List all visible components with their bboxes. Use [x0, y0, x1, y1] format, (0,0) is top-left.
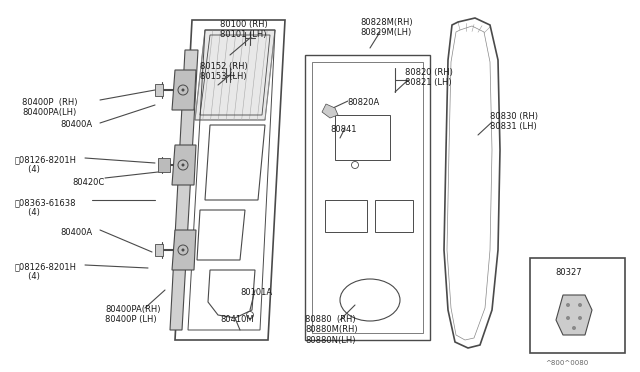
Bar	[375, 200, 413, 232]
Bar	[530, 258, 625, 353]
Circle shape	[566, 316, 570, 320]
Text: 80100 (RH)
80101 (LH): 80100 (RH) 80101 (LH)	[220, 20, 268, 39]
Text: 80400PA(RH)
80400P (LH): 80400PA(RH) 80400P (LH)	[105, 305, 161, 324]
Polygon shape	[172, 145, 196, 185]
Text: 80327: 80327	[555, 268, 582, 277]
Polygon shape	[195, 30, 275, 120]
Polygon shape	[155, 244, 163, 256]
Text: 80101A: 80101A	[240, 288, 272, 297]
Text: 80830 (RH)
80831 (LH): 80830 (RH) 80831 (LH)	[490, 112, 538, 131]
Bar	[335, 115, 390, 160]
Text: 80400P  (RH)
80400PA(LH): 80400P (RH) 80400PA(LH)	[22, 98, 77, 118]
Bar	[325, 200, 367, 232]
Circle shape	[182, 164, 184, 167]
Text: ^800^0080: ^800^0080	[545, 360, 588, 366]
Text: 80410M: 80410M	[220, 315, 253, 324]
Text: 80841: 80841	[330, 125, 356, 134]
Text: Ⓑ08126-8201H
     (4): Ⓑ08126-8201H (4)	[15, 155, 77, 174]
Polygon shape	[155, 84, 163, 96]
Polygon shape	[172, 70, 196, 110]
Text: 80880  (RH)
80880M(RH)
80880N(LH): 80880 (RH) 80880M(RH) 80880N(LH)	[305, 315, 358, 345]
Text: 80820 (RH)
80821 (LH): 80820 (RH) 80821 (LH)	[405, 68, 453, 87]
Circle shape	[182, 89, 184, 92]
Polygon shape	[170, 50, 198, 330]
Text: 80420C: 80420C	[72, 178, 104, 187]
Polygon shape	[172, 230, 196, 270]
Text: 80152 (RH)
80153 (LH): 80152 (RH) 80153 (LH)	[200, 62, 248, 81]
Polygon shape	[556, 295, 592, 335]
Text: 80820A: 80820A	[347, 98, 380, 107]
Polygon shape	[322, 104, 338, 118]
Circle shape	[578, 316, 582, 320]
Text: 80828M(RH)
80829M(LH): 80828M(RH) 80829M(LH)	[360, 18, 413, 38]
Circle shape	[578, 303, 582, 307]
Text: 80400A: 80400A	[60, 228, 92, 237]
Circle shape	[566, 303, 570, 307]
Text: Ⓢ08126-8201H
     (4): Ⓢ08126-8201H (4)	[15, 262, 77, 281]
Text: 80400A: 80400A	[60, 120, 92, 129]
Circle shape	[572, 326, 576, 330]
Circle shape	[182, 248, 184, 251]
Text: Ⓢ08363-61638
     (4): Ⓢ08363-61638 (4)	[15, 198, 77, 217]
Polygon shape	[158, 158, 170, 172]
